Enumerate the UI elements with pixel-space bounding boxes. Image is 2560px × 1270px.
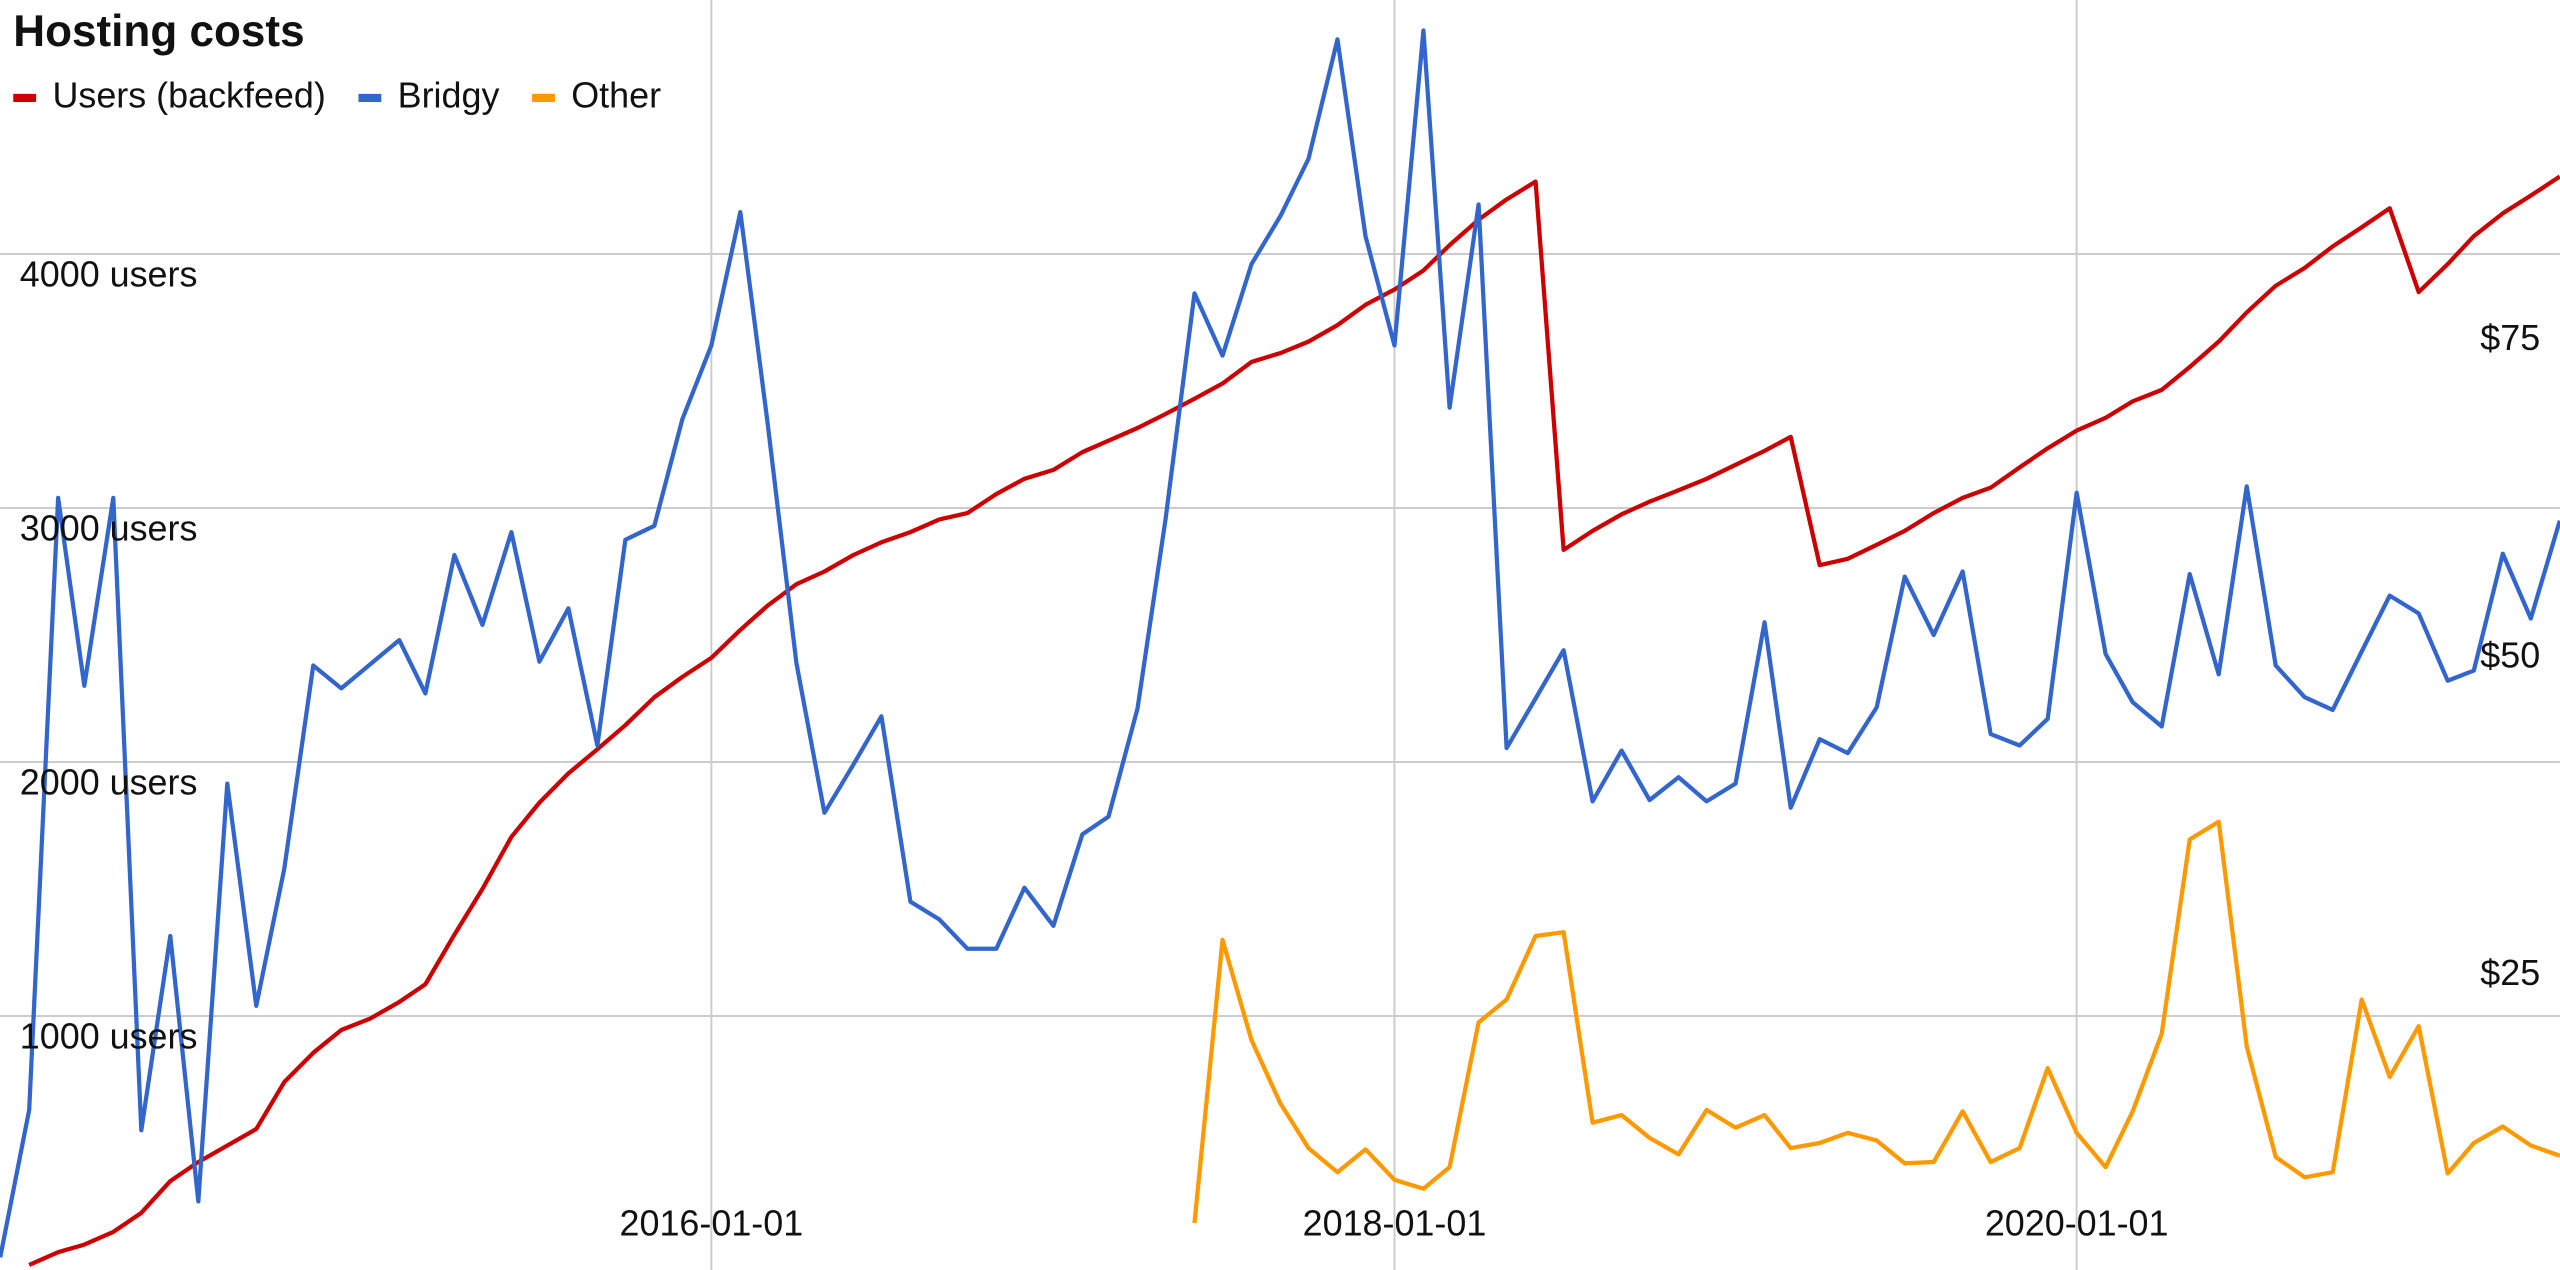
series-line (0, 28, 2560, 1258)
series-line (1192, 819, 2560, 1224)
legend-swatch (13, 93, 37, 103)
series-line (28, 174, 2560, 1267)
y2-tick-label: $75 (2480, 317, 2540, 358)
y-tick-label: 4000 users (20, 253, 198, 294)
legend-label: Users (backfeed) (52, 74, 325, 115)
plot (0, 28, 2560, 1267)
x-tick-label: 2020-01-01 (1985, 1202, 2169, 1243)
y-tick-label: 3000 users (20, 507, 198, 548)
legend-swatch (532, 93, 555, 103)
legend-swatch (358, 93, 382, 103)
y-tick-label: 1000 users (20, 1015, 198, 1056)
y2-tick-label: $25 (2480, 952, 2540, 993)
x-tick-label: 2018-01-01 (1303, 1202, 1487, 1243)
labels: Hosting costs 1000 users 2000 users 3000 u… (13, 7, 2540, 1243)
y-tick-label: 2000 users (20, 761, 198, 802)
legend-label: Bridgy (398, 74, 500, 115)
y2-tick-label: $50 (2480, 634, 2540, 675)
x-tick-label: 2016-01-01 (620, 1202, 804, 1243)
chart-title: Hosting costs (13, 7, 304, 56)
legend-label: Other (571, 74, 661, 115)
